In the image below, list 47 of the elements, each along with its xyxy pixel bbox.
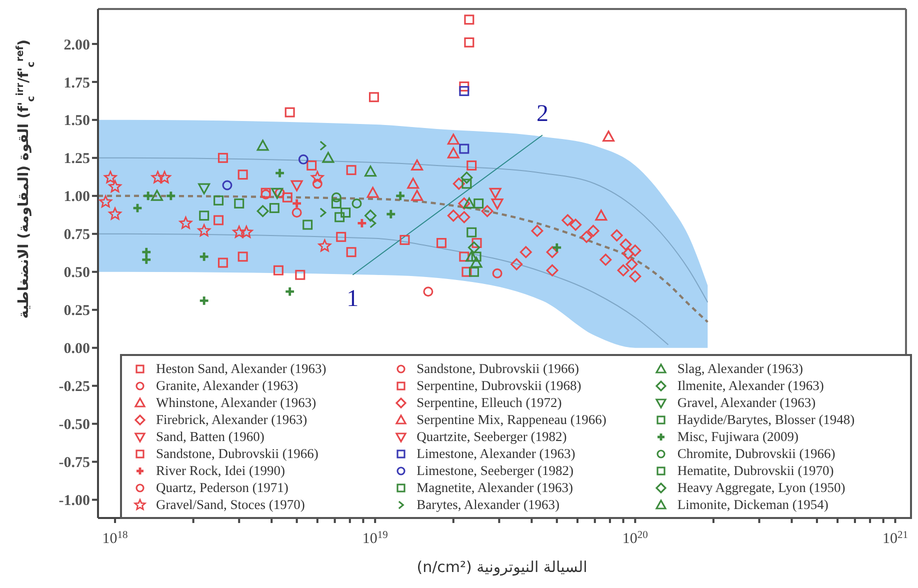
legend-label: Magnetite, Alexander (1963) [416,480,573,496]
y-tick-label: 1.25 [64,151,90,168]
y-tick-label: -0.75 [58,455,90,472]
x-tick-label: 10$^{19}$ [362,530,388,547]
y-tick-label: 0.50 [64,265,90,282]
x-tick-label: 10$^{18}$ [102,530,128,547]
x-tick-label: 10$^{21}$ [882,530,908,547]
legend-label: Limestone, Seeberger (1982) [416,462,574,478]
y-tick-label: -0.50 [58,417,90,434]
annotation: 1 [346,286,359,312]
x-tick-label: 10$^{20}$ [622,530,648,547]
legend-label: Sandstone, Dubrovskii (1966) [416,360,580,376]
legend-label: Sandstone, Dubrovskii (1966) [156,446,318,462]
y-tick-label: 1.50 [64,113,90,130]
y-tick-label: 1.75 [64,75,90,92]
legend-label: Limonite, Dickeman (1954) [677,496,828,512]
legend-label: Serpentine, Elleuch (1972) [416,394,562,410]
legend-label: Serpentine Mix, Rappeneau (1966) [416,412,606,428]
legend-label: Quartzite, Seeberger (1982) [416,428,567,444]
y-tick-label: 1.00 [64,189,90,206]
legend-label: Firebrick, Alexander (1963) [156,412,308,428]
legend-label: Chromite, Dubrovskii (1966) [677,446,836,462]
x-axis-title: السيالة النيوترونية (n/cm²) [416,558,588,576]
y-tick-label: -0.25 [58,379,90,396]
legend-label: Limestone, Alexander (1963) [416,446,576,462]
legend-label: Hematite, Dubrovskii (1970) [677,462,834,478]
annotation: 2 [536,101,548,128]
legend-label: Haydide/Barytes, Blosser (1948) [677,412,855,428]
legend-label: Slag, Alexander (1963) [677,360,803,376]
legend-label: Ilmenite, Alexander (1963) [677,378,824,394]
legend-label: Whinstone, Alexander (1963) [156,394,316,410]
legend-label: Gravel/Sand, Stoces (1970) [156,496,305,512]
legend-label: Heston Sand, Alexander (1963) [156,360,326,376]
legend-label: Heavy Aggregate, Lyon (1950) [677,480,846,496]
legend-label: River Rock, Idei (1990) [156,462,285,478]
y-tick-label: 0.00 [64,341,90,358]
legend-label: Serpentine, Dubrovskii (1968) [416,378,582,394]
y-tick-label: 2.00 [64,37,90,54]
y-tick-label: -1.00 [58,493,90,510]
legend-label: Quartz, Pederson (1971) [156,480,288,496]
y-tick-label: 0.25 [64,303,90,320]
legend-label: Granite, Alexander (1963) [156,378,298,394]
legend-label: Misc, Fujiwara (2009) [677,428,798,444]
legend-label: Sand, Batten (1960) [156,428,264,444]
y-tick-label: 0.75 [64,227,90,244]
legend-label: Barytes, Alexander (1963) [416,496,560,512]
legend-label: Gravel, Alexander (1963) [677,394,816,410]
